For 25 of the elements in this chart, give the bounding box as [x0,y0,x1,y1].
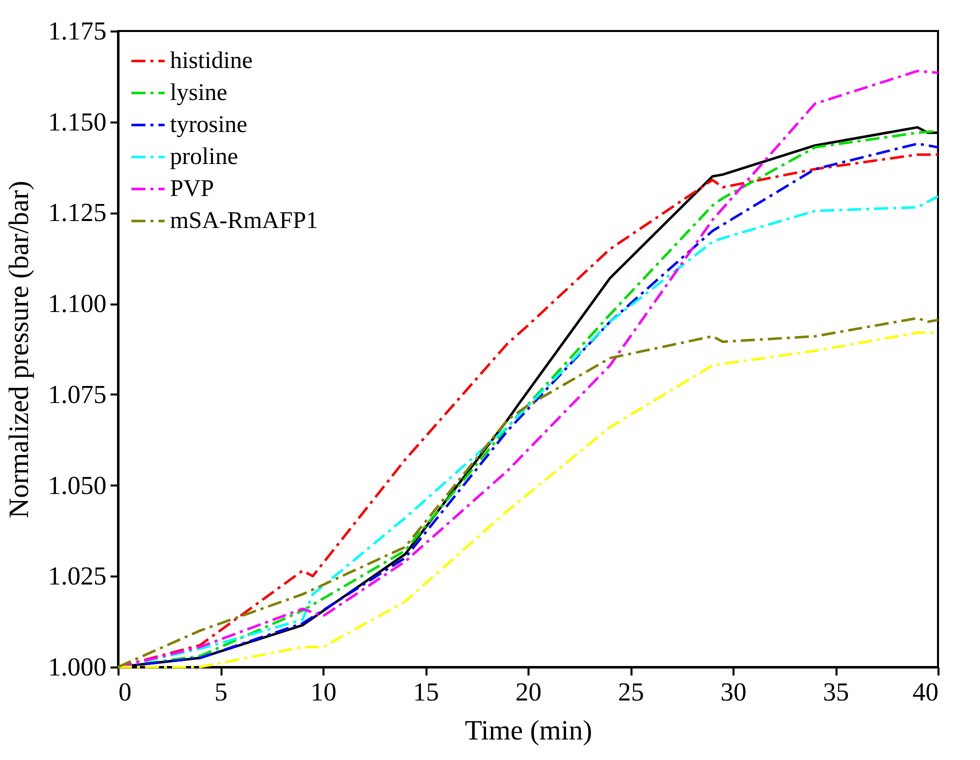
y-tick-label: 1.125 [48,198,106,228]
x-tick-label: 40 [912,678,938,706]
y-tick-label: 1.050 [48,470,106,500]
legend-label: tyrosine [170,112,248,138]
y-tick-label: 1.150 [48,107,106,136]
y-tick-label: 1.025 [48,562,106,591]
legend-label: lysine [170,80,228,106]
y-tick-label: 1.075 [48,380,106,409]
y-tick-label: 1.000 [48,652,106,682]
y-tick-label: 1.175 [48,16,106,46]
legend-label: proline [170,144,238,170]
y-tick-label: 1.100 [48,289,106,318]
legend-label: histidine [170,48,253,74]
x-tick-label: 25 [618,678,644,706]
x-tick-label: 30 [720,678,746,706]
legend-label: mSA-RmAFP1 [170,208,318,234]
x-tick-label: 20 [516,678,542,706]
x-tick-label: 0 [118,678,132,706]
y-axis-title: Normalized pressure (bar/bar) [4,180,35,518]
x-tick-label: 10 [310,678,336,706]
x-tick-label: 35 [823,678,849,706]
legend-label: PVP [170,176,214,202]
x-tick-label: 15 [413,678,439,706]
x-tick-label: 5 [214,678,228,706]
x-axis-title: Time (min) [464,716,592,746]
